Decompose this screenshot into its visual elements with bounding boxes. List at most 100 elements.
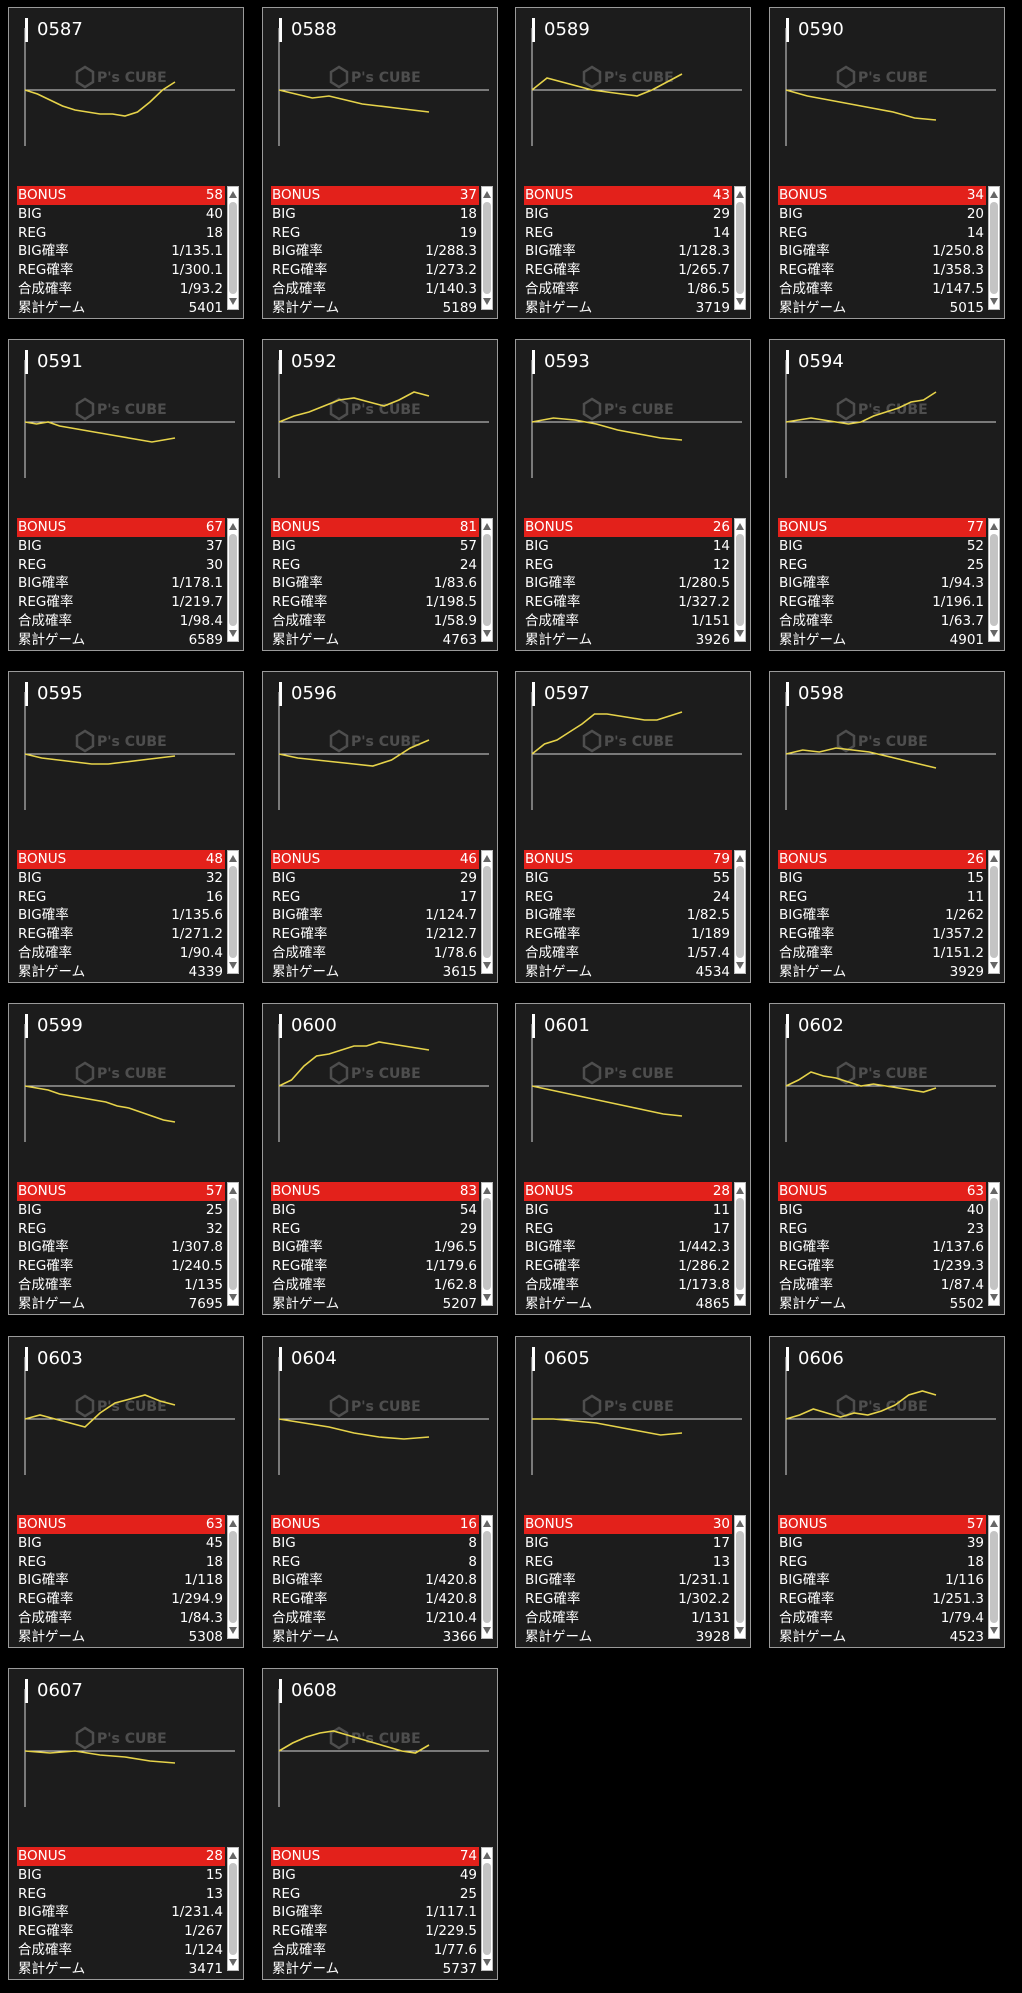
- machine-card-0607[interactable]: 0607 P's CUBE BONUS 28 BIG 15 REG 13 BIG確率 1…: [8, 1668, 244, 1980]
- scroll-thumb[interactable]: [483, 1198, 491, 1290]
- machine-card-0597[interactable]: 0597 P's CUBE BONUS 79 BIG 55 REG 24 BIG確率 1…: [515, 671, 751, 983]
- stats-scrollbar[interactable]: [227, 186, 239, 310]
- stats-scrollbar[interactable]: [227, 1182, 239, 1306]
- scroll-thumb[interactable]: [990, 534, 998, 626]
- scroll-up-arrow-icon[interactable]: [736, 1187, 744, 1194]
- machine-card-0590[interactable]: 0590 P's CUBE BONUS 34 BIG 20 REG 14 BIG確率 1…: [769, 7, 1005, 319]
- scroll-up-arrow-icon[interactable]: [483, 855, 491, 862]
- scroll-down-arrow-icon[interactable]: [736, 962, 744, 969]
- scroll-up-arrow-icon[interactable]: [990, 191, 998, 198]
- scroll-thumb[interactable]: [229, 866, 237, 958]
- scroll-down-arrow-icon[interactable]: [483, 298, 491, 305]
- scroll-up-arrow-icon[interactable]: [229, 191, 237, 198]
- scroll-down-arrow-icon[interactable]: [229, 630, 237, 637]
- stats-scrollbar[interactable]: [481, 1847, 493, 1971]
- scroll-up-arrow-icon[interactable]: [483, 523, 491, 530]
- scroll-thumb[interactable]: [229, 1863, 237, 1955]
- machine-card-0603[interactable]: 0603 P's CUBE BONUS 63 BIG 45 REG 18 BIG確率 1…: [8, 1336, 244, 1648]
- scroll-thumb[interactable]: [483, 1531, 491, 1623]
- scroll-thumb[interactable]: [483, 202, 491, 294]
- stats-scrollbar[interactable]: [734, 186, 746, 310]
- scroll-up-arrow-icon[interactable]: [990, 1187, 998, 1194]
- scroll-down-arrow-icon[interactable]: [229, 962, 237, 969]
- machine-card-0598[interactable]: 0598 P's CUBE BONUS 26 BIG 15 REG 11 BIG確率 1…: [769, 671, 1005, 983]
- scroll-thumb[interactable]: [736, 534, 744, 626]
- scroll-up-arrow-icon[interactable]: [483, 1520, 491, 1527]
- scroll-thumb[interactable]: [229, 202, 237, 294]
- scroll-down-arrow-icon[interactable]: [990, 962, 998, 969]
- scroll-up-arrow-icon[interactable]: [229, 1852, 237, 1859]
- stats-scrollbar[interactable]: [734, 1182, 746, 1306]
- machine-card-0589[interactable]: 0589 P's CUBE BONUS 43 BIG 29 REG 14 BIG確率 1…: [515, 7, 751, 319]
- scroll-up-arrow-icon[interactable]: [990, 1520, 998, 1527]
- stats-scrollbar[interactable]: [988, 518, 1000, 642]
- scroll-thumb[interactable]: [990, 202, 998, 294]
- stats-scrollbar[interactable]: [988, 1182, 1000, 1306]
- machine-card-0591[interactable]: 0591 P's CUBE BONUS 67 BIG 37 REG 30 BIG確率 1…: [8, 339, 244, 651]
- machine-card-0594[interactable]: 0594 P's CUBE BONUS 77 BIG 52 REG 25 BIG確率 1…: [769, 339, 1005, 651]
- machine-card-0587[interactable]: 0587 P's CUBE BONUS 58 BIG 40 REG 18 BIG確率 1…: [8, 7, 244, 319]
- scroll-down-arrow-icon[interactable]: [229, 298, 237, 305]
- stats-scrollbar[interactable]: [481, 1182, 493, 1306]
- scroll-down-arrow-icon[interactable]: [483, 1294, 491, 1301]
- machine-card-0602[interactable]: 0602 P's CUBE BONUS 63 BIG 40 REG 23 BIG確率 1…: [769, 1003, 1005, 1315]
- scroll-thumb[interactable]: [229, 1198, 237, 1290]
- scroll-up-arrow-icon[interactable]: [229, 1187, 237, 1194]
- stats-scrollbar[interactable]: [481, 518, 493, 642]
- stats-scrollbar[interactable]: [988, 1515, 1000, 1639]
- stats-scrollbar[interactable]: [481, 186, 493, 310]
- scroll-up-arrow-icon[interactable]: [736, 855, 744, 862]
- scroll-down-arrow-icon[interactable]: [990, 630, 998, 637]
- stats-scrollbar[interactable]: [481, 850, 493, 974]
- scroll-down-arrow-icon[interactable]: [483, 630, 491, 637]
- scroll-up-arrow-icon[interactable]: [990, 523, 998, 530]
- machine-card-0605[interactable]: 0605 P's CUBE BONUS 30 BIG 17 REG 13 BIG確率 1…: [515, 1336, 751, 1648]
- machine-card-0599[interactable]: 0599 P's CUBE BONUS 57 BIG 25 REG 32 BIG確率 1…: [8, 1003, 244, 1315]
- scroll-down-arrow-icon[interactable]: [990, 298, 998, 305]
- scroll-thumb[interactable]: [736, 1198, 744, 1290]
- scroll-thumb[interactable]: [736, 866, 744, 958]
- scroll-down-arrow-icon[interactable]: [736, 1294, 744, 1301]
- scroll-thumb[interactable]: [990, 866, 998, 958]
- scroll-up-arrow-icon[interactable]: [736, 191, 744, 198]
- stats-scrollbar[interactable]: [227, 1515, 239, 1639]
- stats-scrollbar[interactable]: [734, 518, 746, 642]
- stats-scrollbar[interactable]: [988, 850, 1000, 974]
- scroll-up-arrow-icon[interactable]: [990, 855, 998, 862]
- machine-card-0608[interactable]: 0608 P's CUBE BONUS 74 BIG 49 REG 25 BIG確率 1…: [262, 1668, 498, 1980]
- scroll-up-arrow-icon[interactable]: [483, 1187, 491, 1194]
- scroll-down-arrow-icon[interactable]: [483, 1959, 491, 1966]
- scroll-down-arrow-icon[interactable]: [990, 1627, 998, 1634]
- scroll-down-arrow-icon[interactable]: [736, 1627, 744, 1634]
- machine-card-0588[interactable]: 0588 P's CUBE BONUS 37 BIG 18 REG 19 BIG確率 1…: [262, 7, 498, 319]
- scroll-thumb[interactable]: [229, 534, 237, 626]
- stats-scrollbar[interactable]: [734, 850, 746, 974]
- scroll-down-arrow-icon[interactable]: [483, 962, 491, 969]
- machine-card-0593[interactable]: 0593 P's CUBE BONUS 26 BIG 14 REG 12 BIG確率 1…: [515, 339, 751, 651]
- stats-scrollbar[interactable]: [227, 518, 239, 642]
- scroll-thumb[interactable]: [483, 866, 491, 958]
- machine-card-0601[interactable]: 0601 P's CUBE BONUS 28 BIG 11 REG 17 BIG確率 1…: [515, 1003, 751, 1315]
- scroll-up-arrow-icon[interactable]: [229, 523, 237, 530]
- scroll-thumb[interactable]: [483, 534, 491, 626]
- scroll-thumb[interactable]: [483, 1863, 491, 1955]
- scroll-up-arrow-icon[interactable]: [229, 1520, 237, 1527]
- scroll-up-arrow-icon[interactable]: [483, 1852, 491, 1859]
- scroll-down-arrow-icon[interactable]: [736, 298, 744, 305]
- scroll-thumb[interactable]: [990, 1198, 998, 1290]
- scroll-down-arrow-icon[interactable]: [483, 1627, 491, 1634]
- stats-scrollbar[interactable]: [227, 850, 239, 974]
- scroll-down-arrow-icon[interactable]: [736, 630, 744, 637]
- stats-scrollbar[interactable]: [227, 1847, 239, 1971]
- scroll-up-arrow-icon[interactable]: [736, 523, 744, 530]
- scroll-down-arrow-icon[interactable]: [229, 1294, 237, 1301]
- scroll-thumb[interactable]: [736, 1531, 744, 1623]
- machine-card-0604[interactable]: 0604 P's CUBE BONUS 16 BIG 8 REG 8 BIG確率 1/4…: [262, 1336, 498, 1648]
- scroll-thumb[interactable]: [736, 202, 744, 294]
- scroll-up-arrow-icon[interactable]: [483, 191, 491, 198]
- scroll-up-arrow-icon[interactable]: [736, 1520, 744, 1527]
- machine-card-0592[interactable]: 0592 P's CUBE BONUS 81 BIG 57 REG 24 BIG確率 1…: [262, 339, 498, 651]
- stats-scrollbar[interactable]: [734, 1515, 746, 1639]
- scroll-up-arrow-icon[interactable]: [229, 855, 237, 862]
- stats-scrollbar[interactable]: [988, 186, 1000, 310]
